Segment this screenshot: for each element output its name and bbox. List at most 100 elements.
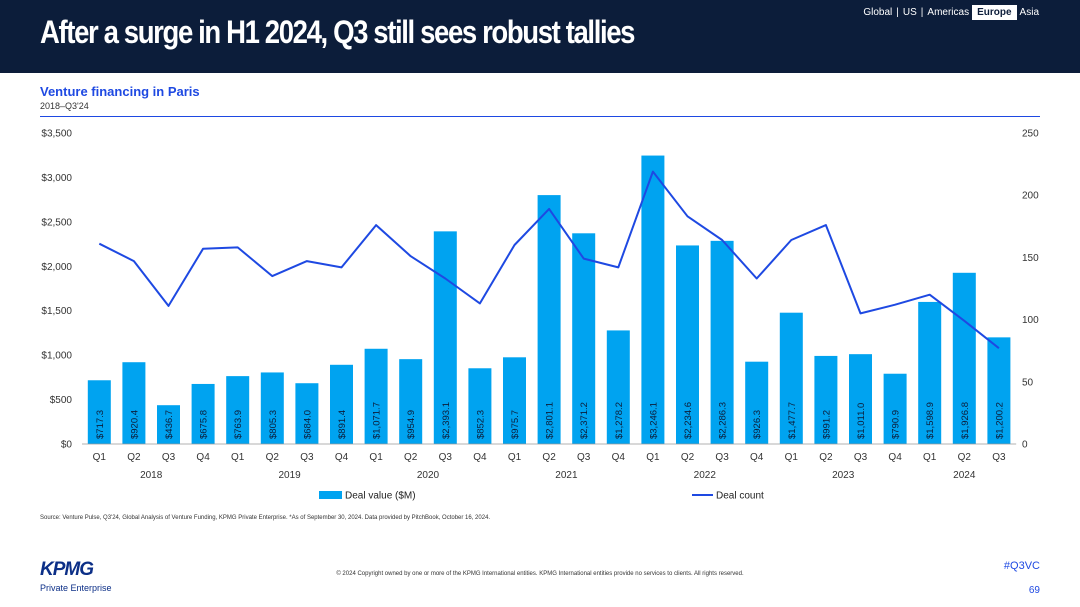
x-tick-label: Q4 xyxy=(335,452,349,463)
x-tick-label: Q3 xyxy=(715,452,729,463)
year-label: 2022 xyxy=(694,470,717,481)
bar-value-label: $891.4 xyxy=(337,410,348,439)
bar-deal-value xyxy=(364,348,388,444)
bar-deal-value xyxy=(399,359,423,444)
bar-deal-value xyxy=(710,240,734,444)
x-tick-label: Q4 xyxy=(196,452,210,463)
y-left-tick-label: $3,000 xyxy=(41,173,72,184)
region-link-asia[interactable]: Asia xyxy=(1019,7,1039,18)
x-tick-label: Q1 xyxy=(785,452,799,463)
bar-value-label: $763.9 xyxy=(233,410,244,439)
y-left-tick-label: $3,500 xyxy=(41,129,72,140)
bar-deal-value xyxy=(330,364,353,444)
page-number: 69 xyxy=(1028,585,1040,596)
bar-value-label: $3,246.1 xyxy=(648,402,659,439)
bar-value-label: $920.4 xyxy=(129,410,140,439)
region-link-us[interactable]: US xyxy=(902,7,917,18)
bar-deal-value xyxy=(433,231,457,444)
bar-deal-value xyxy=(537,195,561,444)
chart-period: 2018–Q3'24 xyxy=(40,101,89,111)
bar-value-label: $2,286.3 xyxy=(718,402,729,439)
bar-deal-value xyxy=(987,337,1011,444)
region-link-europe[interactable]: Europe xyxy=(972,5,1017,20)
bar-deal-value xyxy=(572,233,596,444)
bar-value-label: $975.7 xyxy=(510,410,521,439)
bar-value-label: $805.3 xyxy=(268,410,279,439)
x-tick-label: Q3 xyxy=(439,452,453,463)
y-right-tick-label: 0 xyxy=(1022,440,1028,451)
y-right-tick-label: 100 xyxy=(1022,315,1039,326)
bar-value-label: $1,011.0 xyxy=(856,403,867,439)
bar-value-label: $852.3 xyxy=(475,410,486,439)
x-tick-label: Q2 xyxy=(819,452,833,463)
legend-label-deal-count: Deal count xyxy=(716,491,764,502)
bar-deal-value xyxy=(676,245,699,444)
x-tick-label: Q4 xyxy=(473,452,487,463)
y-left-tick-label: $1,000 xyxy=(41,351,72,362)
x-tick-label: Q1 xyxy=(508,452,522,463)
bar-deal-value xyxy=(191,383,215,444)
bar-deal-value xyxy=(503,357,526,444)
kpmg-logo: KPMG Private Enterprise xyxy=(40,560,112,594)
region-link-global[interactable]: Global xyxy=(863,7,893,18)
x-tick-label: Q2 xyxy=(681,452,695,463)
bar-value-label: $2,393.1 xyxy=(441,402,452,439)
x-tick-label: Q3 xyxy=(577,452,591,463)
x-tick-label: Q2 xyxy=(958,452,972,463)
bar-value-label: $954.9 xyxy=(406,410,417,439)
region-separator: | xyxy=(920,7,924,18)
y-left-tick-label: $1,500 xyxy=(41,306,72,317)
hashtag-link[interactable]: #Q3VC xyxy=(1003,560,1040,572)
x-tick-label: Q4 xyxy=(750,452,764,463)
bar-value-label: $1,278.2 xyxy=(614,402,625,439)
y-left-tick-label: $0 xyxy=(61,440,73,451)
y-right-tick-label: 200 xyxy=(1022,191,1039,202)
x-tick-label: Q4 xyxy=(888,452,902,463)
bar-value-label: $1,598.9 xyxy=(925,402,936,439)
bar-deal-value xyxy=(226,376,250,444)
source-note: Source: Venture Pulse, Q3'24, Global Ana… xyxy=(40,515,491,521)
chart-title: Venture financing in Paris xyxy=(40,84,200,99)
divider-rule xyxy=(40,116,1040,117)
region-nav: Global | US | Americas Europe Asia xyxy=(862,5,1040,20)
bar-value-label: $991.2 xyxy=(821,410,832,439)
bar-value-label: $684.0 xyxy=(302,410,313,439)
x-tick-label: Q1 xyxy=(231,452,245,463)
bar-deal-value xyxy=(779,312,803,444)
x-tick-label: Q2 xyxy=(266,452,280,463)
year-label: 2024 xyxy=(953,470,976,481)
legend-swatch-bar xyxy=(319,491,342,499)
bar-value-label: $1,200.2 xyxy=(994,402,1005,439)
bar-deal-value xyxy=(745,361,769,444)
y-left-tick-label: $2,500 xyxy=(41,217,72,228)
region-link-americas[interactable]: Americas xyxy=(927,7,970,18)
x-tick-label: Q2 xyxy=(542,452,556,463)
bar-value-label: $790.9 xyxy=(891,410,902,439)
bar-deal-value xyxy=(122,362,146,444)
region-separator: | xyxy=(896,7,899,18)
bar-deal-value xyxy=(157,405,180,444)
x-tick-label: Q1 xyxy=(93,452,107,463)
y-right-tick-label: 50 xyxy=(1022,377,1034,388)
bar-value-label: $1,071.7 xyxy=(372,402,383,439)
x-tick-label: Q3 xyxy=(992,452,1006,463)
year-label: 2019 xyxy=(278,470,301,481)
x-tick-label: Q3 xyxy=(300,452,314,463)
bar-value-label: $1,477.7 xyxy=(787,402,798,439)
bar-deal-value xyxy=(295,383,319,444)
bar-value-label: $436.7 xyxy=(164,410,175,439)
bar-deal-value xyxy=(814,355,838,444)
bar-value-label: $2,371.2 xyxy=(579,402,590,439)
venture-financing-chart: $0 $500 $1,000 $1,500 $2,000 $2,500 $3,000 $3,5… xyxy=(41,129,1039,502)
line-deal-count xyxy=(98,170,1000,349)
page-title: After a surge in H1 2024, Q3 still sees … xyxy=(40,14,635,50)
y-right-tick-label: 250 xyxy=(1022,129,1039,140)
bar-deal-value xyxy=(606,330,630,444)
y-left-tick-label: $500 xyxy=(50,395,73,406)
x-tick-label: Q2 xyxy=(127,452,141,463)
x-tick-label: Q3 xyxy=(854,452,868,463)
bar-deal-value xyxy=(849,354,872,444)
x-tick-label: Q1 xyxy=(369,452,383,463)
copyright-text: © 2024 Copyright owned by one or more of… xyxy=(336,571,744,577)
legend-label-deal-value: Deal value ($M) xyxy=(345,491,416,502)
